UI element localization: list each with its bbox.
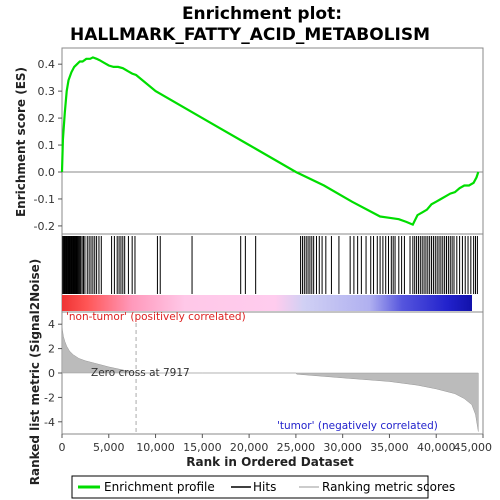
es-panel bbox=[61, 47, 484, 235]
legend-metric-label: Ranking metric scores bbox=[322, 480, 455, 494]
metric-y-tick-label: 2 bbox=[48, 343, 55, 356]
chart-title-line1: Enrichment plot: bbox=[182, 4, 342, 24]
x-tick-label: 30,000 bbox=[323, 441, 362, 454]
metric-y-axis-label: Ranked list metric (Signal2Noise) bbox=[28, 259, 42, 486]
metric-y-tick-label: -2 bbox=[44, 391, 55, 404]
es-y-ticks: 0.4 0.3 0.2 0.1 0.0 -0.1 -0.2 bbox=[34, 58, 62, 233]
x-axis-ticks: 0 5,000 10,000 15,000 20,000 25,000 30,000 35,0… bbox=[59, 434, 493, 454]
x-tick-label: 15,000 bbox=[183, 441, 222, 454]
es-y-tick-label: 0.0 bbox=[38, 166, 56, 179]
x-tick-label: 5,000 bbox=[93, 441, 125, 454]
x-tick-label: 25,000 bbox=[277, 441, 316, 454]
es-y-tick-label: -0.2 bbox=[34, 220, 55, 233]
legend-hits-label: Hits bbox=[253, 480, 276, 494]
es-y-tick-label: 0.1 bbox=[38, 139, 56, 152]
x-tick-label: 0 bbox=[59, 441, 66, 454]
metric-y-tick-label: 0 bbox=[48, 367, 55, 380]
x-axis-label: Rank in Ordered Dataset bbox=[186, 455, 354, 469]
es-y-axis-label: Enrichment score (ES) bbox=[14, 67, 28, 217]
metric-y-tick-label: 4 bbox=[48, 318, 55, 331]
rank-color-bar bbox=[62, 295, 472, 311]
enrichment-profile-line bbox=[60, 56, 480, 227]
hit-markers bbox=[62, 236, 478, 294]
zero-cross-label: Zero cross at 7917 bbox=[91, 367, 190, 379]
x-tick-label: 45,000 bbox=[454, 441, 493, 454]
metric-y-ticks: 4 2 0 -2 -4 bbox=[44, 318, 62, 429]
ranking-metric-area bbox=[61, 324, 479, 432]
chart-title-line2: HALLMARK_FATTY_ACID_METABOLISM bbox=[70, 25, 430, 45]
es-y-tick-label: 0.3 bbox=[38, 85, 56, 98]
x-tick-label: 35,000 bbox=[370, 441, 409, 454]
es-y-tick-label: -0.1 bbox=[34, 193, 55, 206]
es-y-tick-label: 0.4 bbox=[38, 58, 56, 71]
legend-es-label: Enrichment profile bbox=[104, 480, 215, 494]
x-tick-label: 40,000 bbox=[417, 441, 456, 454]
neg-correlated-label: 'tumor' (negatively correlated) bbox=[277, 420, 438, 432]
es-y-tick-label: 0.2 bbox=[38, 112, 56, 125]
x-tick-label: 20,000 bbox=[230, 441, 269, 454]
metric-y-tick-label: -4 bbox=[44, 416, 55, 429]
x-tick-label: 10,000 bbox=[136, 441, 175, 454]
pos-correlated-label: 'non-tumor' (positively correlated) bbox=[66, 311, 246, 323]
